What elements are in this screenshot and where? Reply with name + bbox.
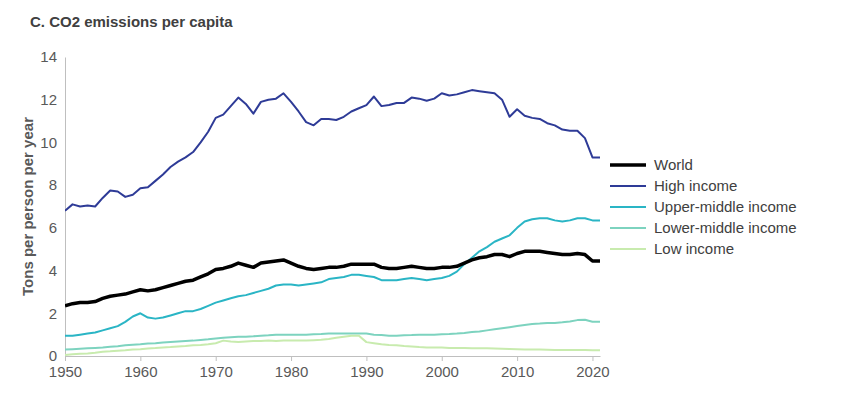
x-tick-mark [592,356,593,361]
x-tick-label: 1980 [275,363,308,380]
y-tick: 2 [49,305,65,322]
legend-label: High income [654,177,737,194]
x-tick-label: 2010 [501,363,534,380]
x-axis-line [66,356,601,357]
legend: World High income Upper-middle income Lower… [610,156,797,257]
legend-swatch [610,206,646,208]
x-tick-label: 2020 [576,363,609,380]
y-tick-label: 12 [40,91,57,108]
legend-swatch [610,163,646,167]
x-tick-mark [291,356,292,361]
y-tick: 4 [49,262,65,279]
plot-area [65,90,600,355]
y-tick: 8 [49,176,65,193]
x-tick: 2020 [576,356,609,380]
y-tick-label: 10 [40,134,57,151]
x-tick-mark [216,356,217,361]
x-tick-label: 1960 [124,363,157,380]
series-line [65,336,600,355]
chart: C. CO2 emissions per capita Tons per pers… [0,0,850,399]
y-axis-title: Tons per person per year [19,117,36,296]
legend-label: Upper-middle income [654,198,797,215]
x-tick: 1970 [200,356,233,380]
x-tick-mark [140,356,141,361]
x-tick-label: 1950 [49,363,82,380]
y-axis-line [65,58,66,357]
series-line [65,218,600,335]
y-tick-label: 14 [40,48,57,65]
series-line [65,90,600,211]
legend-swatch [610,185,646,187]
x-tick: 1960 [124,356,157,380]
title: C. CO2 emissions per capita [30,13,233,30]
y-tick-label: 8 [49,176,57,193]
x-tick: 2000 [426,356,459,380]
x-tick-mark [366,356,367,361]
x-tick-label: 1970 [200,363,233,380]
y-axis: 02468101214 [40,48,65,364]
x-tick-label: 1990 [350,363,383,380]
y-tick-label: 6 [49,219,57,236]
y-tick-label: 4 [49,262,57,279]
x-tick: 2010 [501,356,534,380]
series-line [65,251,600,305]
legend-label: World [654,156,693,173]
x-tick-mark [517,356,518,361]
x-axis: 1950 1960 1970 1980 1990 2000 2010 2020 [49,356,610,380]
x-tick-mark [442,356,443,361]
legend-label: Low income [654,240,734,257]
x-tick: 1990 [350,356,383,380]
x-tick-label: 2000 [426,363,459,380]
x-tick-mark [65,356,66,361]
series-line [65,320,600,350]
legend-swatch [610,227,646,229]
legend-label: Lower-middle income [654,219,797,236]
y-tick: 6 [49,219,65,236]
legend-swatch [610,248,646,250]
y-tick: 14 [40,48,65,65]
y-tick: 12 [40,91,65,108]
x-tick: 1980 [275,356,308,380]
y-tick: 10 [40,134,65,151]
x-tick: 1950 [49,356,82,380]
y-tick-label: 2 [49,305,57,322]
